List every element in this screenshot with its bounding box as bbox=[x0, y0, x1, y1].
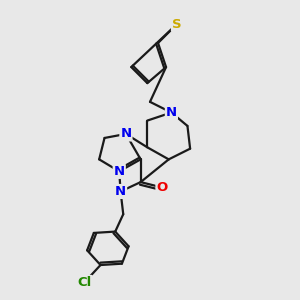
Text: N: N bbox=[120, 128, 131, 140]
Text: N: N bbox=[114, 165, 125, 178]
Text: O: O bbox=[156, 181, 168, 194]
Text: S: S bbox=[172, 18, 182, 31]
Text: N: N bbox=[166, 106, 177, 119]
Text: Cl: Cl bbox=[77, 276, 92, 289]
Text: N: N bbox=[115, 185, 126, 198]
